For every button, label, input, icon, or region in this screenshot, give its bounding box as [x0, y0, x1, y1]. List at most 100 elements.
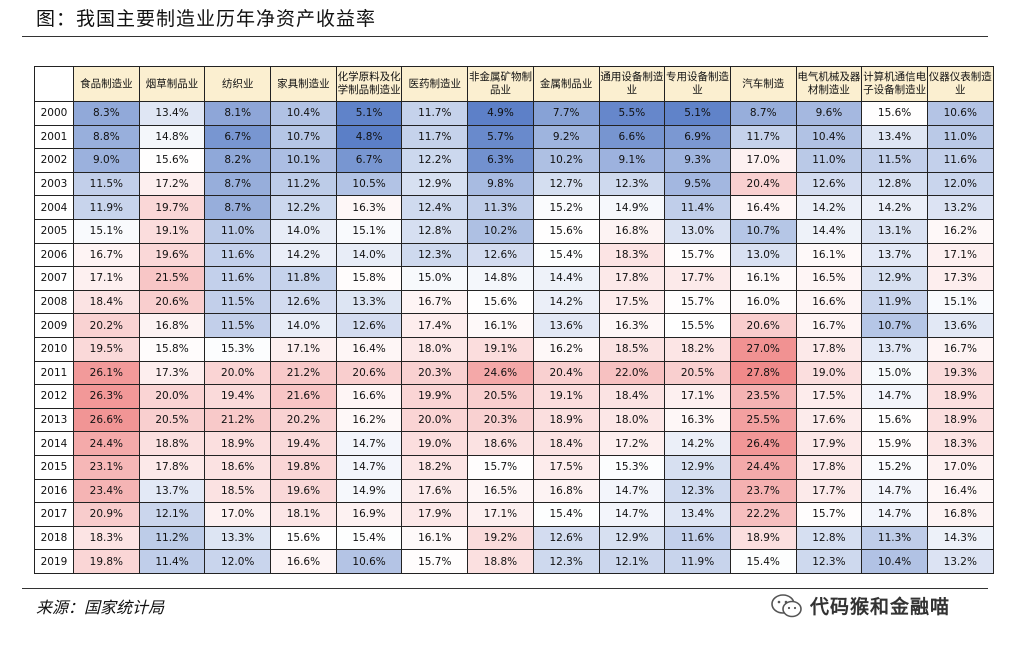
row-label: 2002	[34, 148, 74, 173]
heat-cell: 5.1%	[335, 101, 403, 126]
heat-cell: 19.4%	[270, 431, 337, 456]
year-row: 2006 16.7% 19.6% 11.6% 14.2% 14.0% 12.3% 12.6% 1…	[34, 242, 994, 268]
heat-cell: 13.0%	[729, 242, 797, 268]
heat-cell: 18.2%	[664, 336, 731, 362]
heat-cell: 16.4%	[926, 478, 994, 504]
heat-cell: 12.2%	[401, 148, 469, 173]
heat-cell: 9.1%	[598, 148, 666, 173]
heat-cell: 15.7%	[795, 502, 863, 527]
heat-cell: 13.6%	[926, 313, 994, 338]
row-label: 2012	[34, 384, 74, 409]
heat-cell: 14.2%	[664, 431, 731, 456]
heat-cell: 21.5%	[138, 266, 206, 291]
year-row: 2004 11.9% 19.7% 8.7% 12.2% 16.3% 12.4% 11.3% 15…	[34, 195, 994, 220]
heat-cell: 8.7%	[204, 171, 272, 197]
heat-cell: 17.8%	[795, 336, 863, 362]
heat-cell: 11.0%	[795, 148, 863, 173]
column-header-line: 通用设备制造	[600, 71, 664, 83]
heat-cell: 27.8%	[729, 360, 797, 386]
column-header-line: 食品制造业	[80, 77, 133, 90]
heat-cell: 11.6%	[204, 242, 272, 268]
heat-cell: 15.6%	[532, 218, 600, 244]
watermark-text: 代码猴和金融喵	[810, 596, 951, 618]
year-row: 2015 23.1% 17.8% 18.6% 19.8% 14.7% 18.2% 15.7% 1…	[34, 454, 994, 480]
heat-cell: 20.4%	[532, 360, 600, 386]
heat-cell: 16.3%	[664, 407, 731, 433]
heat-cell: 10.2%	[532, 148, 600, 173]
heat-cell: 11.5%	[73, 171, 140, 197]
heat-cell: 12.8%	[795, 525, 863, 551]
heat-cell: 17.1%	[926, 242, 994, 268]
heat-cell: 26.1%	[73, 360, 140, 386]
heat-cell: 13.4%	[861, 124, 928, 150]
heat-cell: 5.7%	[467, 124, 534, 150]
heat-cell: 23.4%	[73, 478, 140, 504]
column-header: 烟草制品业	[138, 66, 206, 102]
heat-cell: 12.7%	[532, 171, 600, 197]
heat-cell: 14.0%	[270, 313, 337, 338]
heat-cell: 18.4%	[598, 384, 666, 409]
source-note: 来源：国家统计局	[36, 598, 165, 617]
heat-cell: 15.1%	[926, 289, 994, 315]
heat-cell: 20.5%	[467, 384, 534, 409]
heat-cell: 9.2%	[532, 124, 600, 150]
heat-cell: 14.0%	[335, 242, 403, 268]
heat-cell: 15.4%	[532, 242, 600, 268]
year-row: 2016 23.4% 13.7% 18.5% 19.6% 14.9% 17.6% 16.5% 1…	[34, 478, 994, 504]
heat-cell: 11.7%	[729, 124, 797, 150]
year-row: 2003 11.5% 17.2% 8.7% 11.2% 10.5% 12.9% 9.8% 12.…	[34, 171, 994, 197]
heat-cell: 9.3%	[664, 148, 731, 173]
heat-cell: 12.1%	[138, 502, 206, 527]
heat-cell: 16.2%	[532, 336, 600, 362]
corner-cell	[34, 66, 74, 102]
heat-cell: 17.3%	[138, 360, 206, 386]
heat-cell: 15.6%	[270, 525, 337, 551]
heat-cell: 16.7%	[795, 313, 863, 338]
heat-cell: 15.6%	[861, 101, 928, 126]
heat-cell: 14.4%	[532, 266, 600, 291]
heat-cell: 12.3%	[664, 478, 731, 504]
column-header: 纺织业	[204, 66, 272, 102]
year-row: 2010 19.5% 15.8% 15.3% 17.1% 16.4% 18.0% 19.1% 1…	[34, 336, 994, 362]
heat-cell: 12.3%	[532, 549, 600, 574]
heat-cell: 14.0%	[270, 218, 337, 244]
year-row: 2018 18.3% 11.2% 13.3% 15.6% 15.4% 16.1% 19.2% 1…	[34, 525, 994, 551]
heat-cell: 18.9%	[926, 384, 994, 409]
heat-cell: 14.3%	[926, 525, 994, 551]
heat-cell: 12.9%	[598, 525, 666, 551]
heat-cell: 11.5%	[861, 148, 928, 173]
heat-cell: 8.7%	[729, 101, 797, 126]
heat-cell: 24.4%	[729, 454, 797, 480]
heat-cell: 13.3%	[335, 289, 403, 315]
heat-cell: 16.7%	[926, 336, 994, 362]
heat-cell: 17.2%	[598, 431, 666, 456]
heat-cell: 11.9%	[861, 289, 928, 315]
heat-cell: 10.6%	[926, 101, 994, 126]
heat-cell: 11.8%	[270, 266, 337, 291]
heat-cell: 19.6%	[138, 242, 206, 268]
heat-cell: 18.9%	[729, 525, 797, 551]
heat-cell: 17.3%	[926, 266, 994, 291]
top-rule	[22, 36, 988, 37]
heat-cell: 9.0%	[73, 148, 140, 173]
heat-cell: 14.2%	[532, 289, 600, 315]
heat-cell: 16.8%	[138, 313, 206, 338]
heat-cell: 20.3%	[401, 360, 469, 386]
row-label: 2010	[34, 336, 74, 362]
heat-cell: 17.4%	[401, 313, 469, 338]
heat-cell: 20.4%	[729, 171, 797, 197]
heat-cell: 15.4%	[532, 502, 600, 527]
heat-cell: 12.8%	[861, 171, 928, 197]
column-header: 专用设备制造业	[664, 66, 731, 102]
heat-cell: 12.6%	[335, 313, 403, 338]
heat-cell: 15.3%	[204, 336, 272, 362]
heat-cell: 19.3%	[926, 360, 994, 386]
column-header-line: 电气机械及器	[797, 71, 861, 83]
heat-cell: 17.8%	[598, 266, 666, 291]
heat-cell: 14.7%	[861, 478, 928, 504]
heat-cell: 15.2%	[861, 454, 928, 480]
column-header: 金属制品业	[532, 66, 600, 102]
heat-cell: 12.9%	[401, 171, 469, 197]
heat-cell: 16.6%	[270, 549, 337, 574]
heat-cell: 17.1%	[270, 336, 337, 362]
